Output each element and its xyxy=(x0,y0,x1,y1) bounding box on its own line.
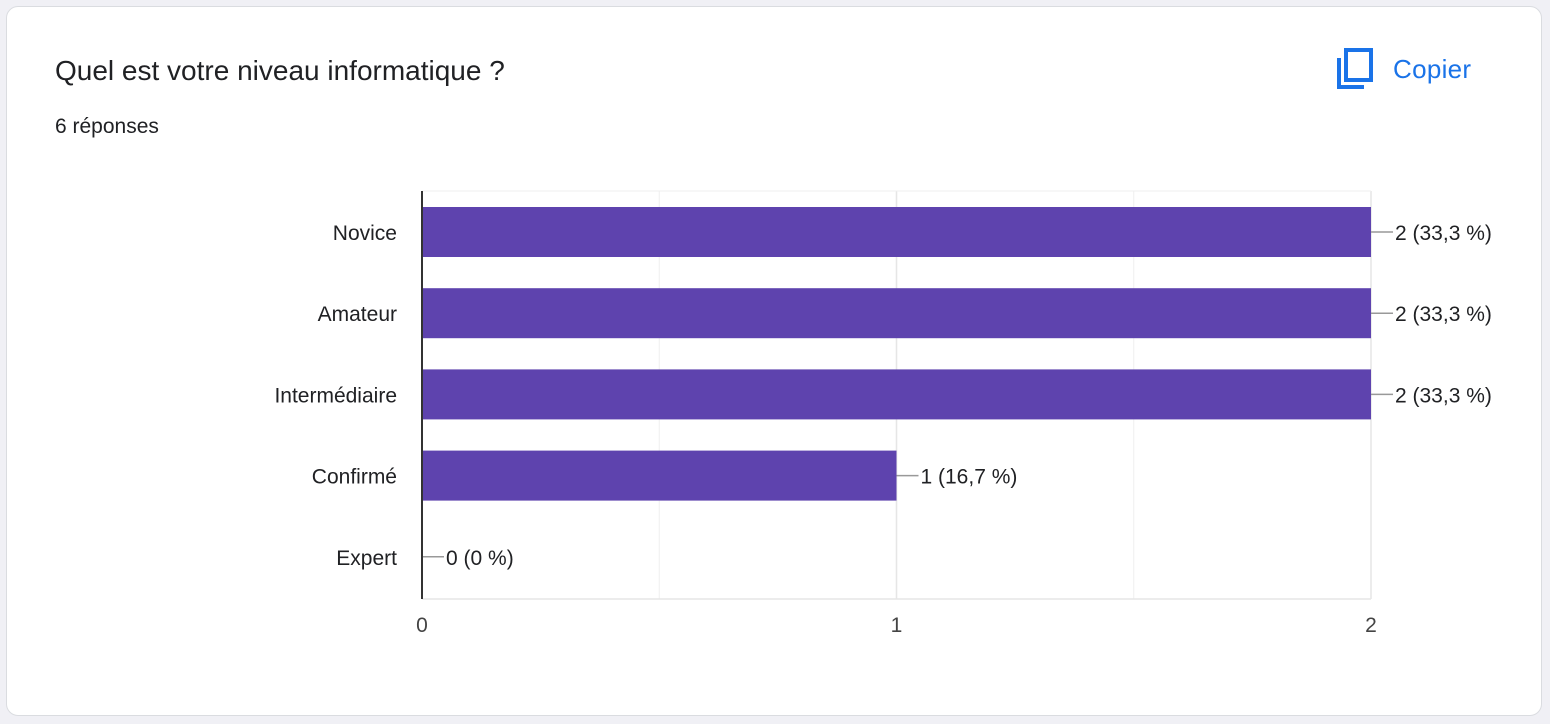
category-label: Expert xyxy=(336,547,397,570)
content-copy-icon xyxy=(1337,48,1373,89)
bar-2 xyxy=(422,369,1371,420)
x-tick-label: 2 xyxy=(1365,614,1377,637)
question-title: Quel est votre niveau informatique ? xyxy=(55,55,505,86)
category-label: Intermédiaire xyxy=(274,384,397,407)
copy-label: Copier xyxy=(1393,53,1472,84)
bar-3 xyxy=(422,450,897,501)
response-count: 6 réponses xyxy=(55,115,159,138)
bar-chart: Novice 2 (33,3 %) Amateur 2 (33,3 %) Intermé… xyxy=(274,190,1492,637)
data-label: 2 (33,3 %) xyxy=(1395,222,1492,245)
data-label: 2 (33,3 %) xyxy=(1395,303,1492,326)
data-label: 2 (33,3 %) xyxy=(1395,384,1492,407)
bar-1 xyxy=(422,288,1371,339)
copy-chart-button[interactable]: Copier xyxy=(1327,41,1485,97)
x-tick-label: 0 xyxy=(416,614,428,637)
category-label: Confirmé xyxy=(312,466,397,489)
x-tick-label: 1 xyxy=(891,614,903,637)
question-card: Quel est votre niveau informatique ? 6 r… xyxy=(6,6,1542,716)
category-label: Novice xyxy=(333,222,397,245)
bar-0 xyxy=(422,207,1371,257)
data-label: 1 (16,7 %) xyxy=(921,466,1018,489)
category-label: Amateur xyxy=(318,303,397,326)
data-label: 0 (0 %) xyxy=(446,547,514,570)
